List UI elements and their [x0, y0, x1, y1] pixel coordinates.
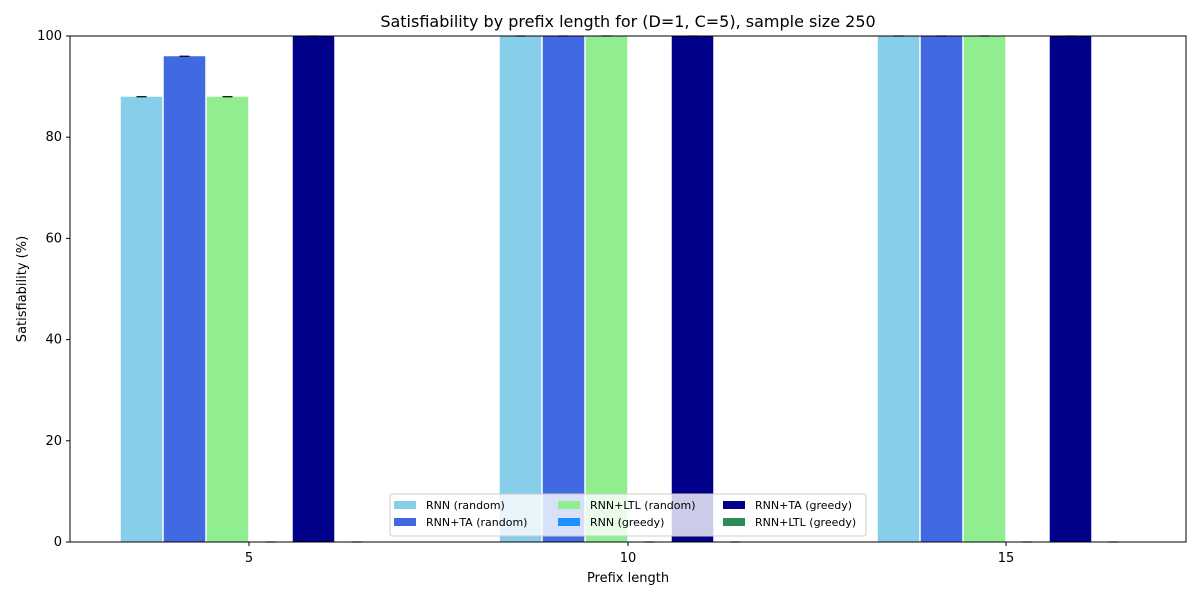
bar-rnn-random--5	[120, 96, 163, 542]
legend-entry: RNN+LTL (random)	[590, 499, 696, 512]
legend-swatch	[558, 501, 580, 509]
chart-title: Satisfiability by prefix length for (D=1…	[380, 12, 875, 31]
bar-rnn-ta-greedy--15	[1049, 36, 1092, 542]
legend-swatch	[394, 518, 416, 526]
y-axis-label: Satisfiability (%)	[15, 236, 30, 342]
y-tick-label: 100	[37, 29, 62, 44]
bar-rnn-ta-random--10	[542, 36, 585, 542]
bar-rnn-ta-random--15	[920, 36, 963, 542]
y-tick-label: 0	[54, 535, 62, 550]
bar-rnn-ta-random--5	[163, 56, 206, 543]
legend-swatch	[558, 518, 580, 526]
bar-rnn-random--15	[877, 36, 920, 542]
bar-rnn-ta-greedy--5	[292, 36, 335, 542]
legend-swatch	[723, 518, 745, 526]
bar-rnn-ltl-random--10	[585, 36, 628, 542]
legend-swatch	[394, 501, 416, 509]
legend-entry: RNN+TA (random)	[426, 516, 527, 529]
legend-entry: RNN+LTL (greedy)	[755, 516, 856, 529]
x-tick-label: 10	[620, 551, 637, 566]
legend	[389, 493, 867, 537]
legend-entry: RNN+TA (greedy)	[755, 499, 852, 512]
y-tick-label: 20	[45, 434, 62, 449]
legend-swatch	[723, 501, 745, 509]
y-tick-label: 40	[45, 333, 62, 348]
plot-area: 0 20 40 60 80 100 5 10 15 RNN (random) RNN+TA (ran…	[37, 29, 1187, 566]
x-axis-label: Prefix length	[587, 571, 669, 586]
legend-entry: RNN (greedy)	[590, 516, 664, 529]
x-tick-label: 15	[998, 551, 1015, 566]
bar-rnn-ta-greedy--10	[671, 36, 714, 542]
legend-entry: RNN (random)	[426, 499, 505, 512]
bar-rnn-ltl-random--15	[963, 36, 1006, 542]
x-tick-label: 5	[245, 551, 253, 566]
bar-rnn-random--10	[499, 36, 542, 542]
y-tick-label: 80	[45, 130, 62, 145]
y-tick-label: 60	[45, 231, 62, 246]
bar-rnn-ltl-random--5	[206, 96, 249, 542]
